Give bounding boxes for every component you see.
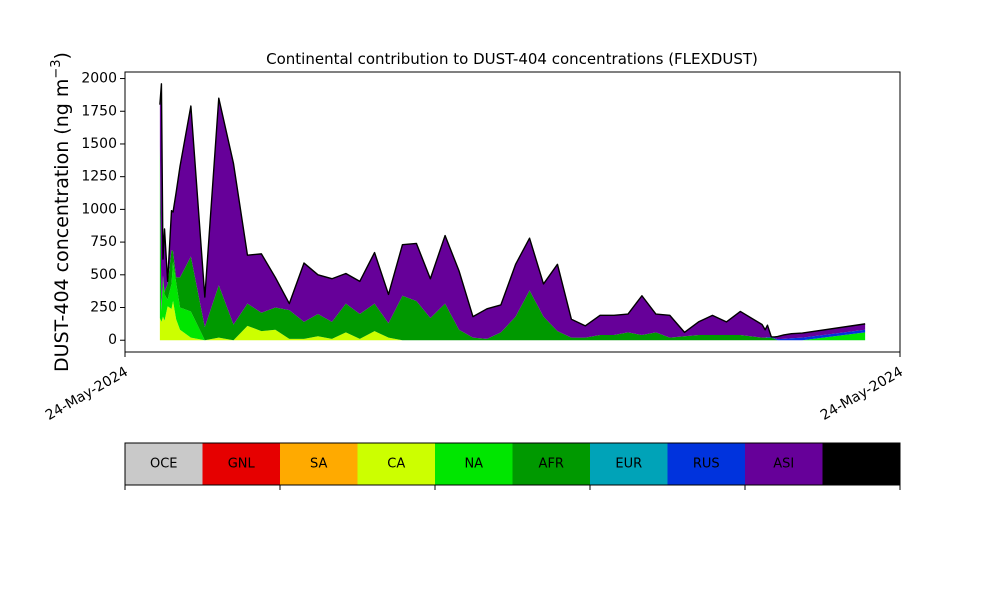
total-outline: [159, 83, 866, 338]
legend-swatch-sa: [280, 443, 358, 485]
chart-title: Continental contribution to DUST-404 con…: [266, 50, 758, 68]
legend-colorbar: OCE GNL SA CA NA AFR EUR RUS ASI AUS: [124, 443, 901, 490]
legend-swatch-eur: [590, 443, 668, 485]
legend-label-ca: CA: [387, 457, 405, 472]
y-tick-label: 2000: [81, 71, 117, 87]
legend-label-sa: SA: [310, 457, 327, 472]
y-tick-label: 1250: [81, 169, 117, 185]
legend-label-oce: OCE: [150, 457, 178, 472]
plot-frame: [124, 71, 901, 353]
y-tick-label: 1500: [81, 136, 117, 152]
area-layer: [159, 83, 866, 341]
legend-frame: [124, 442, 901, 486]
y-tick-label: 0: [108, 332, 117, 348]
area-afr: [159, 147, 866, 341]
legend-swatch-asi: [745, 443, 823, 485]
legend-swatch-rus: [667, 443, 745, 485]
legend-label-rus: RUS: [693, 457, 720, 472]
legend-label-eur: EUR: [615, 457, 642, 472]
legend-swatch-gnl: [202, 443, 280, 485]
legend-swatch-aus: [822, 443, 900, 485]
legend-swatch-oce: [125, 443, 203, 485]
y-tick-label: 750: [90, 234, 117, 250]
legend-swatch-na: [435, 443, 513, 485]
legend-swatch-afr: [512, 443, 590, 485]
area-asi: [159, 83, 866, 340]
legend-swatch-ca: [357, 443, 435, 485]
legend-label-afr: AFR: [539, 457, 564, 472]
y-tick-label: 250: [90, 300, 117, 316]
y-axis-label-close: ): [51, 52, 73, 59]
legend-label-asi: ASI: [773, 457, 794, 472]
y-tick-label: 1750: [81, 103, 117, 119]
y-axis-label-main: DUST-404 concentration (ng m: [51, 79, 73, 372]
y-axis-label: DUST-404 concentration (ng m−3): [49, 52, 73, 372]
y-axis: 0 250 500 750 1000 1250 1500 1750 2000: [81, 71, 125, 348]
legend-label-gnl: GNL: [228, 457, 256, 472]
y-tick-label: 500: [90, 267, 117, 283]
legend-label-na: NA: [464, 457, 483, 472]
legend-label-aus: AUS: [848, 457, 875, 472]
y-tick-label: 1000: [81, 201, 117, 217]
y-axis-label-superscript: −3: [49, 59, 64, 78]
